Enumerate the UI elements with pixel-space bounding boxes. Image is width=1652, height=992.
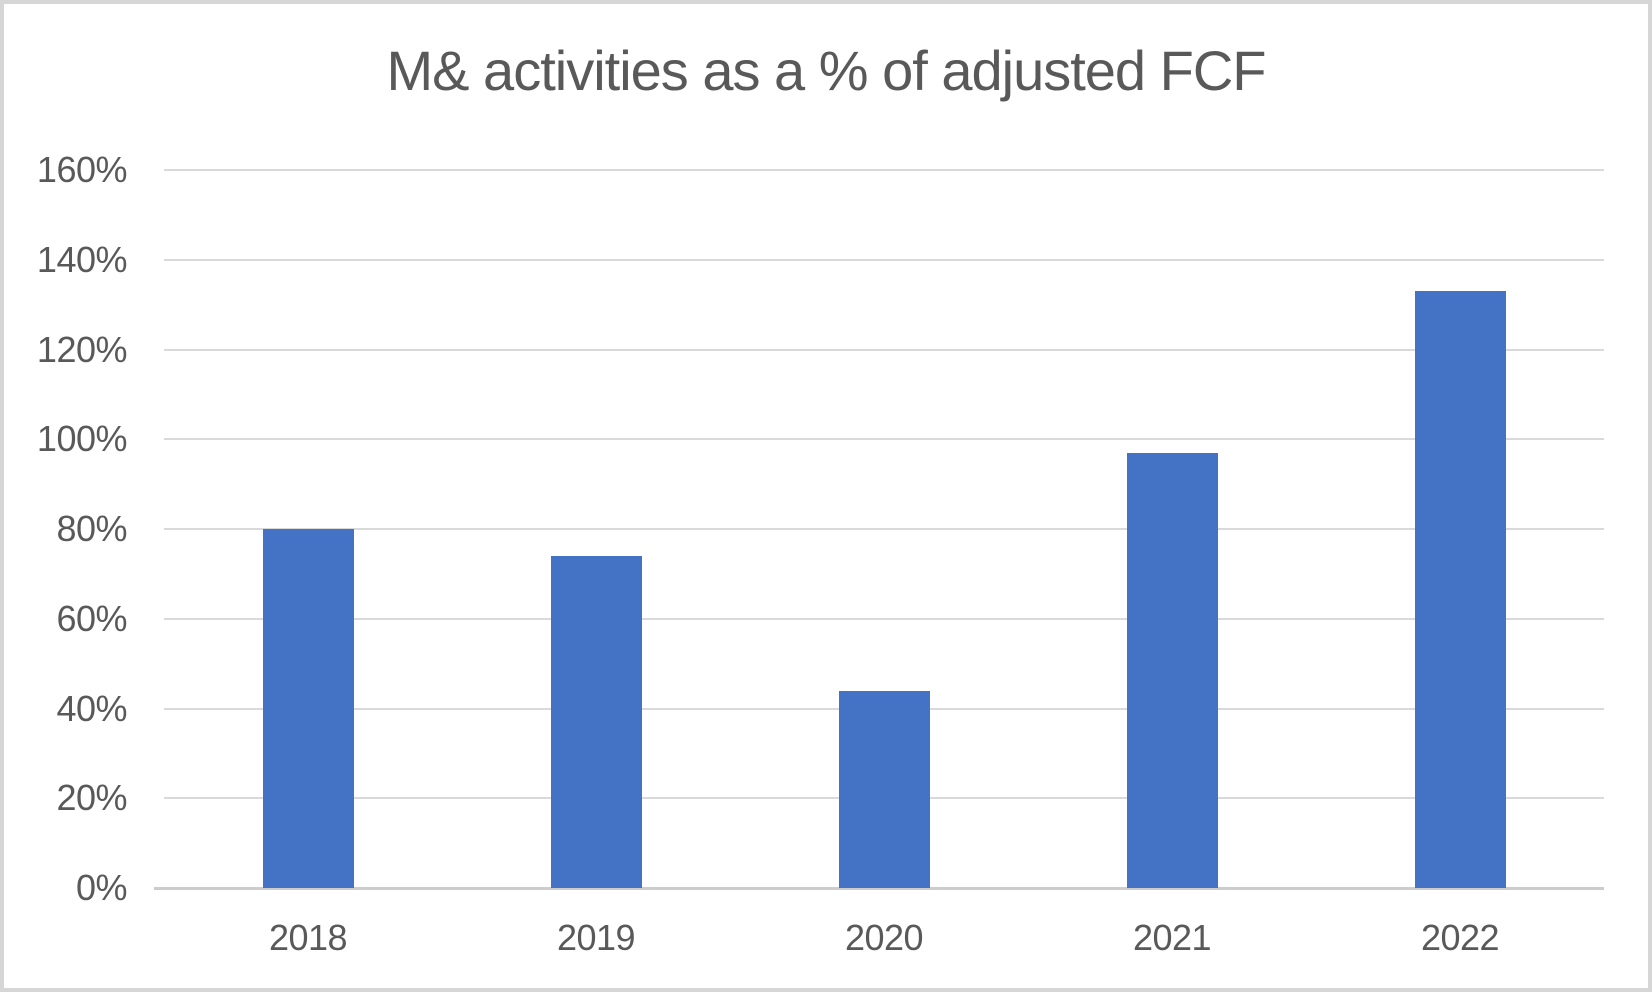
bar-2021 — [1127, 453, 1218, 888]
gridline-80% — [164, 528, 1604, 530]
y-axis-tick-label-160pct: 160% — [36, 149, 128, 190]
x-axis-category-label-2018: 2018 — [268, 917, 348, 958]
y-axis-tick-label-120pct: 120% — [36, 329, 128, 370]
gridline-140% — [164, 259, 1604, 261]
y-axis-tick-label-80pct: 80% — [56, 508, 127, 549]
x-axis-category-label-2022: 2022 — [1420, 917, 1500, 958]
bar-2018 — [263, 529, 354, 888]
chart-title: M& activities as a % of adjusted FCF — [386, 39, 1266, 102]
x-axis-line — [154, 887, 1604, 890]
x-axis-category-label-2019: 2019 — [556, 917, 636, 958]
y-axis-tick-label-20pct: 20% — [56, 777, 127, 818]
y-axis-tick-label-140pct: 140% — [36, 239, 128, 280]
bar-2020 — [839, 691, 930, 888]
x-axis-category-label-2020: 2020 — [844, 917, 924, 958]
gridline-60% — [164, 618, 1604, 620]
y-axis-tick-label-60pct: 60% — [56, 598, 127, 639]
gridline-100% — [164, 438, 1604, 440]
y-axis-tick-label-0pct: 0% — [75, 867, 128, 908]
gridline-120% — [164, 349, 1604, 351]
x-axis-category-label-2021: 2021 — [1132, 917, 1212, 958]
y-axis-tick-label-40pct: 40% — [56, 688, 127, 729]
gridline-160% — [164, 169, 1604, 171]
bar-2019 — [551, 556, 642, 888]
bar-2022 — [1415, 291, 1506, 888]
y-axis-tick-label-100pct: 100% — [36, 418, 128, 459]
